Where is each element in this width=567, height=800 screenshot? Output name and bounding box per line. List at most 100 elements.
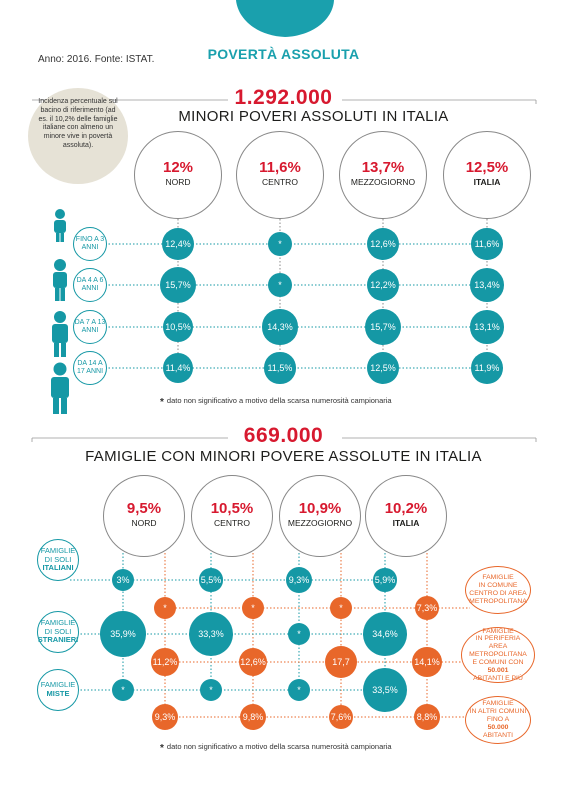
territory-label-line-1-0: FAMIGLIE: [482, 627, 514, 635]
section1-dot-r2-c0: 10,5%: [163, 312, 193, 342]
region-circle-italia: 12,5% ITALIA: [443, 131, 531, 219]
territory-label-line-0-2: CENTRO DI AREA: [469, 590, 527, 597]
section1-dot-r3-c1: 11,5%: [264, 352, 296, 384]
footnote-text: dato non significativo a motivo della sc…: [166, 742, 392, 751]
territory-label-line-1-4: 50.001: [487, 666, 509, 674]
section2-citizenship-dot-r1-c3: 34,6%: [362, 611, 408, 657]
section1-dot-r2-c3: 13,1%: [470, 310, 504, 344]
territory-label-line-0-0: FAMIGLIE: [482, 574, 514, 582]
family-label-line-miste-0: FAMIGLIE: [40, 680, 76, 690]
section1-subtitle: MINORI POVERI ASSOLUTI IN ITALIA: [178, 108, 449, 125]
territory-label-line-2-2: FINO A: [486, 716, 510, 724]
section1-dot-r3-c2: 12,5%: [366, 351, 400, 385]
section2-citizenship-dot-r0-c2: 9,3%: [286, 567, 312, 593]
region-total-mezzogiorno: 13,7%: [361, 159, 405, 176]
family-label-bold-stranieri: STRANIERI: [37, 635, 79, 645]
region-total-nord: 12%: [162, 159, 194, 176]
page-title: POVERTÀ ASSOLUTA: [207, 46, 360, 62]
territory-label-line-0-1: IN COMUNE: [478, 582, 518, 590]
section2-citizenship-dot-r2-c1: *: [200, 679, 222, 701]
territory-label-line-2-0: FAMIGLIE: [482, 700, 514, 708]
section2-citizenship-dot-r1-c1: 33,3%: [189, 612, 233, 656]
section2-citizenship-dot-r1-c0: 35,9%: [100, 611, 146, 657]
region-circle-mezzogiorno: 13,7% MEZZOGIORNO: [339, 131, 427, 219]
family-label-text-stranieri: FAMIGLIE DI SOLI STRANIERI: [37, 618, 79, 645]
side-note-text: Incidenza percentuale sul bacino di rife…: [38, 98, 118, 149]
region-name-mezzogiorno: MEZZOGIORNO: [350, 177, 416, 187]
section1-dot-r0-c3: 11,6%: [471, 228, 503, 260]
family-label-text-miste: FAMIGLIE MISTE: [41, 681, 76, 698]
family-label-line-stranieri-0: FAMIGLIE: [40, 618, 76, 628]
territory-label-0: FAMIGLIE IN COMUNE CENTRO DI AREA METROPOLI…: [465, 566, 531, 614]
territory-label-line-1-2: AREA METROPOLITANA: [469, 643, 527, 659]
section2-territory-dot-r2-c3: 8,8%: [414, 704, 440, 730]
territory-label-line-2-1: IN ALTRI COMUNI: [469, 708, 527, 716]
family-label-bold-miste: MISTE: [46, 689, 70, 698]
family-label-stranieri: FAMIGLIE DI SOLI STRANIERI: [37, 611, 79, 653]
child-icon-age-14-17: [51, 362, 69, 414]
region-circle-nord: 12% NORD: [134, 131, 222, 219]
region-total-centro: 10,5%: [210, 500, 254, 517]
region-circle-centro: 11,6% CENTRO: [236, 131, 324, 219]
territory-label-line-1-3: E COMUNI CON: [472, 658, 524, 666]
section2-citizenship-dot-r2-c3: 33,5%: [362, 667, 408, 713]
region-total-centro: 11,6%: [259, 159, 301, 176]
region-name-centro: CENTRO: [262, 177, 298, 187]
territory-label-line-2-3: 50.000: [487, 723, 509, 731]
section1-dot-r1-c1: *: [268, 273, 292, 297]
region-circle-centro: 10,5% CENTRO: [191, 475, 273, 557]
region-circle-mezzogiorno: 10,9% MEZZOGIORNO: [279, 475, 361, 557]
family-label-line-italiani-0: FAMIGLIE: [40, 546, 76, 556]
family-label-line-italiani-1: DI SOLI: [44, 554, 72, 564]
section2-territory-dot-r0-c2: *: [330, 597, 352, 619]
header-balloon-shape: [236, 0, 334, 37]
section1-dot-r1-c3: 13,4%: [470, 268, 504, 302]
age-label-text-2: DA 7 A 13 ANNI: [74, 319, 106, 334]
age-label-text-3: DA 14 A 17 ANNI: [76, 360, 104, 375]
age-label-text-0: FINO A 3 ANNI: [75, 236, 105, 251]
region-total-italia: 12,5%: [465, 159, 509, 176]
region-total-italia: 10,2%: [384, 500, 428, 517]
territory-label-text-1: FAMIGLIE IN PERIFERIA AREA METROPOLITANA E …: [462, 628, 534, 683]
age-label-0: FINO A 3 ANNI: [73, 227, 107, 261]
side-note-bubble: [28, 88, 128, 184]
region-name-italia: ITALIA: [392, 518, 420, 528]
age-label-text-1: DA 4 A 6 ANNI: [76, 277, 104, 292]
section2-territory-dot-r2-c2: 7,6%: [328, 704, 354, 730]
family-label-bold-italiani: ITALIANI: [42, 563, 74, 573]
section2-territory-dot-r1-c1: 12,6%: [238, 647, 268, 677]
family-label-miste: FAMIGLIE MISTE: [37, 669, 79, 711]
footnote-asterisk: *: [160, 397, 164, 408]
territory-label-2: FAMIGLIE IN ALTRI COMUNI FINO A 50.000 ABITA…: [465, 696, 531, 744]
section1-footnote: * dato non significativo a motivo della s…: [160, 396, 460, 408]
region-circle-italia: 10,2% ITALIA: [365, 475, 447, 557]
section2-territory-dot-r2-c0: 9,3%: [152, 704, 178, 730]
footnote-asterisk: *: [160, 743, 164, 754]
section1-dot-r2-c2: 15,7%: [364, 308, 402, 346]
section1-dot-r1-c2: 12,2%: [366, 268, 400, 302]
region-total-nord: 9,5%: [126, 500, 162, 517]
section2-total: 669.000: [243, 424, 324, 447]
region-total-mezzogiorno: 10,9%: [298, 500, 342, 517]
section2-territory-dot-r1-c0: 11,2%: [151, 648, 179, 676]
territory-label-line-2-4: ABITANTI: [482, 731, 514, 739]
section1-dot-r1-c0: 15,7%: [159, 266, 197, 304]
territory-label-line-1-5: ABITANTI E PIÙ: [473, 674, 523, 682]
family-label-italiani: FAMIGLIE DI SOLI ITALIANI: [37, 539, 79, 581]
section2-territory-dot-r2-c1: 9,8%: [239, 703, 267, 731]
section2-citizenship-dot-r2-c0: *: [112, 679, 134, 701]
section2-citizenship-dot-r0-c0: 3%: [112, 569, 134, 591]
territory-label-text-0: FAMIGLIE IN COMUNE CENTRO DI AREA METROPOLI…: [469, 574, 527, 605]
section2-territory-dot-r0-c1: *: [242, 597, 264, 619]
section2-subtitle: FAMIGLIE CON MINORI POVERE ASSOLUTE IN I…: [85, 448, 482, 465]
territory-label-line-1-1: IN PERIFERIA: [475, 635, 521, 643]
section2-territory-dot-r0-c3: 7,3%: [414, 595, 440, 621]
section2-territory-dot-r0-c0: *: [154, 597, 176, 619]
section1-dot-r0-c0: 12,4%: [161, 227, 195, 261]
footnote-text: dato non significativo a motivo della sc…: [166, 396, 392, 405]
section1-dot-r2-c1: 14,3%: [262, 309, 298, 345]
section2-citizenship-dot-r0-c1: 5,5%: [199, 568, 223, 592]
section2-territory-dot-r1-c2: 17,7: [324, 645, 358, 679]
section2-citizenship-dot-r0-c3: 5,9%: [373, 568, 397, 592]
